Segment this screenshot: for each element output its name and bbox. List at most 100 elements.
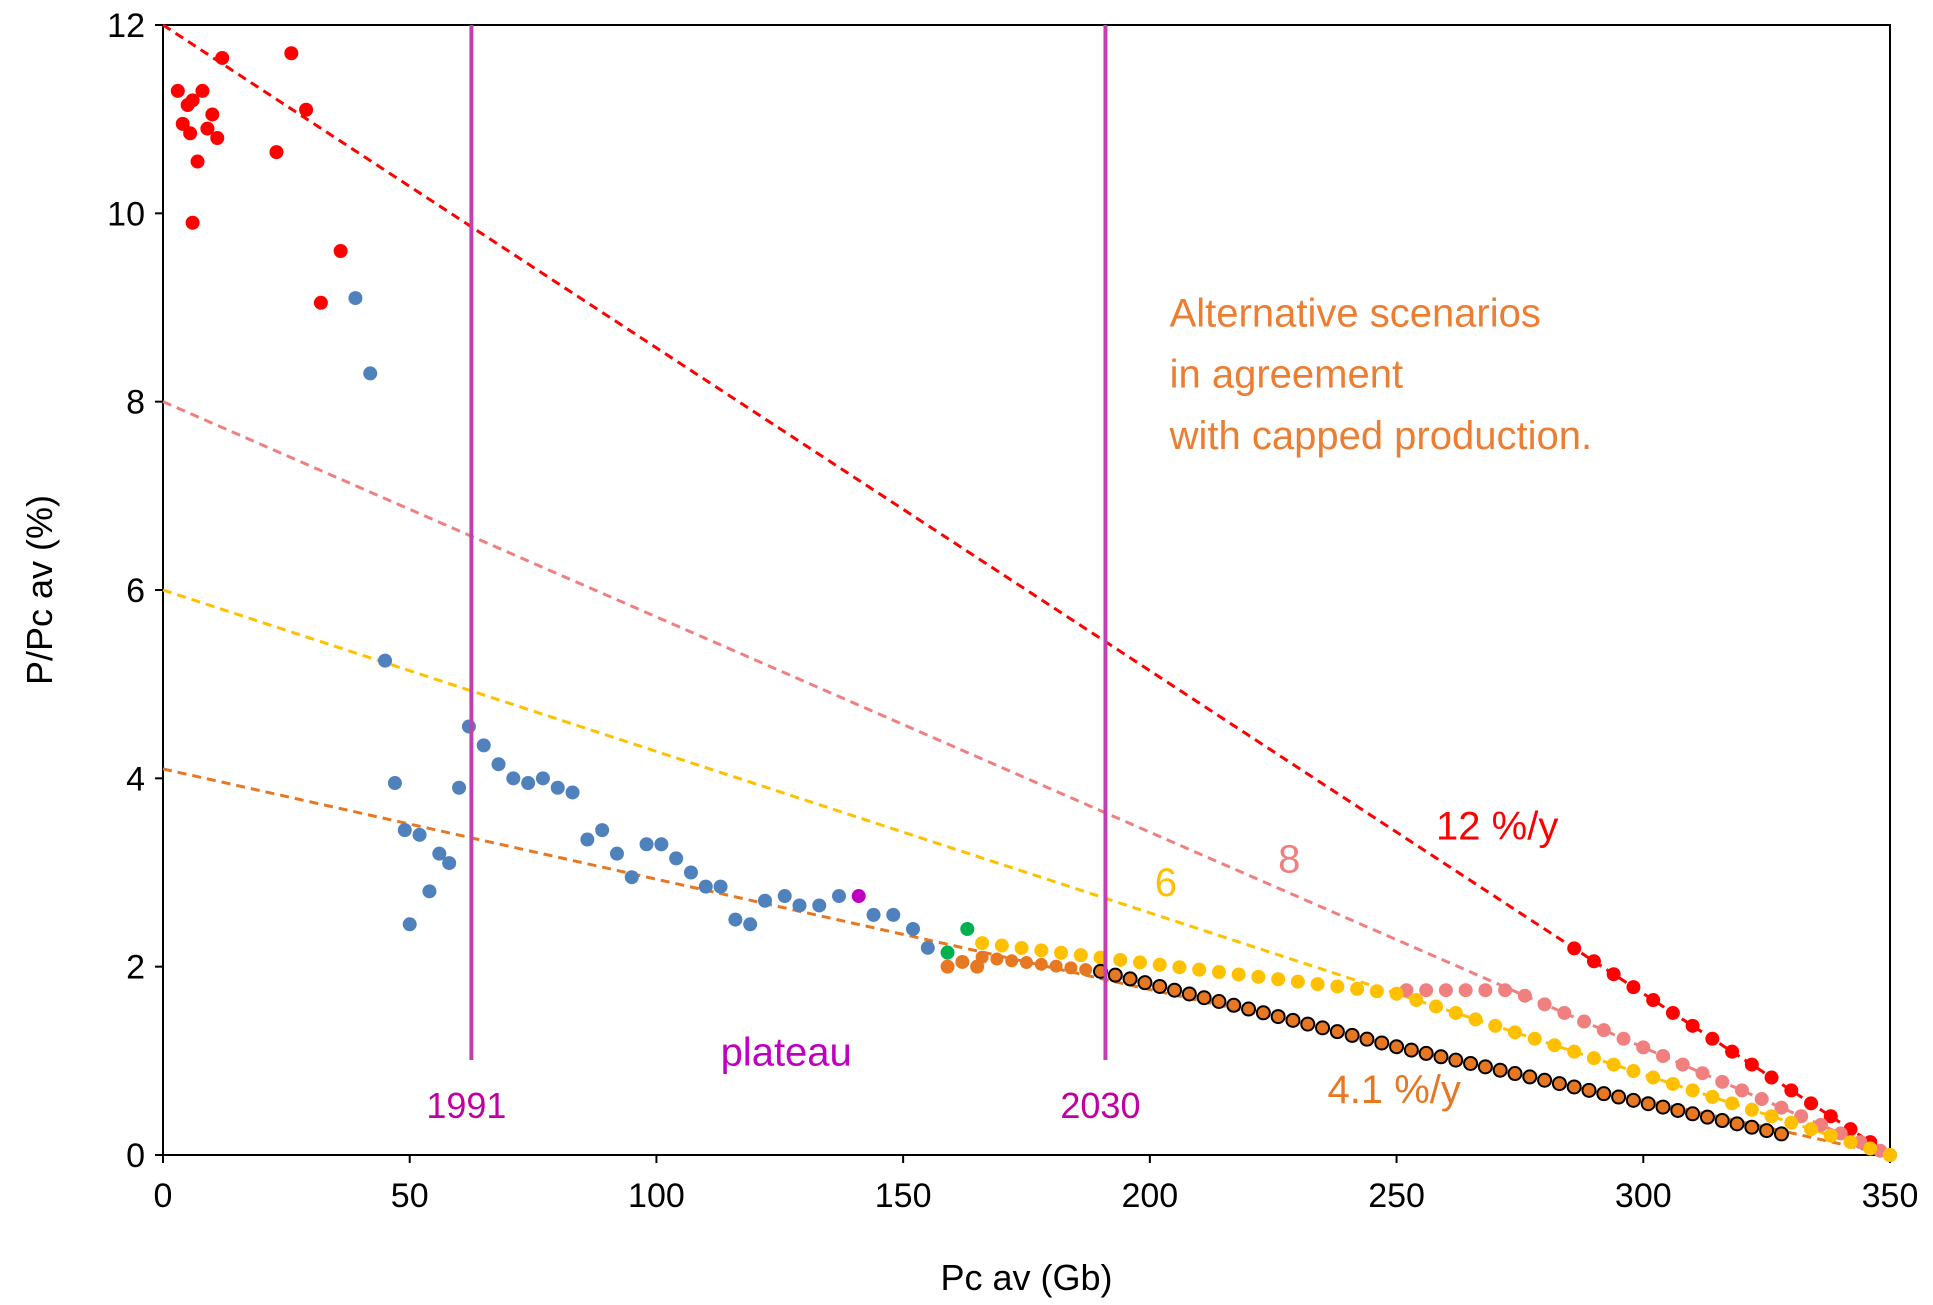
scenario-point — [1285, 1012, 1301, 1028]
data-point — [185, 215, 200, 230]
scenario-point — [1315, 1020, 1331, 1036]
scenario-point — [1300, 1016, 1316, 1032]
scenario-point — [1754, 1092, 1769, 1107]
scenario-point — [1122, 971, 1138, 987]
data-point — [654, 837, 669, 852]
data-point — [284, 46, 299, 61]
y-tick-label: 0 — [126, 1137, 145, 1175]
scenario-point — [1255, 1005, 1271, 1021]
data-point — [195, 83, 210, 98]
scenario-point — [1344, 1027, 1360, 1043]
scenario-point — [1729, 1116, 1745, 1132]
scenario-points — [975, 936, 1897, 1162]
scenario-point — [1863, 1141, 1878, 1156]
data-point — [378, 653, 393, 668]
scenario-point — [975, 936, 990, 951]
scenario-point — [1823, 1128, 1838, 1143]
y-tick-label: 10 — [107, 195, 145, 233]
scenario-point — [1448, 1005, 1463, 1020]
scenario-point — [1626, 980, 1641, 995]
scenario-point — [1196, 990, 1212, 1006]
scenario-point — [1685, 1083, 1700, 1098]
data-point — [491, 757, 506, 772]
scenario-point — [1389, 1039, 1405, 1055]
scenario-point — [1409, 993, 1424, 1008]
data-point — [940, 959, 955, 974]
scenario-point — [1843, 1135, 1858, 1150]
scenario-point — [1705, 1031, 1720, 1046]
scenario-point — [1655, 1099, 1671, 1115]
scenario-point — [1784, 1083, 1799, 1098]
scenario-point — [1290, 974, 1305, 989]
data-point — [535, 771, 550, 786]
x-tick-label: 50 — [391, 1177, 429, 1215]
data-point — [728, 912, 743, 927]
x-tick-label: 250 — [1368, 1177, 1425, 1215]
data-point — [363, 366, 378, 381]
scenario-point — [1670, 1102, 1686, 1118]
x-axis: 0 50 100 150 200 250 300 350 — [154, 1155, 1919, 1215]
scenario-point — [1557, 1005, 1572, 1020]
scenario-point — [1403, 1042, 1419, 1058]
scenario-point — [1231, 967, 1246, 982]
scenario-point — [1064, 961, 1078, 975]
data-point — [906, 922, 921, 936]
scenario-point — [1883, 1148, 1897, 1162]
data-point — [412, 827, 427, 842]
scenario-point — [1152, 957, 1167, 972]
scenarios-text-line2: in agreement — [1170, 353, 1403, 397]
data-point — [940, 945, 955, 960]
scenario-point — [1079, 963, 1093, 977]
x-axis-label: Pc av (Gb) — [940, 1257, 1112, 1298]
scenario-point — [1566, 1079, 1582, 1095]
data-point — [698, 879, 713, 894]
y-tick-label: 12 — [107, 7, 145, 45]
scenario-point — [1646, 993, 1661, 1008]
scenario-point — [1492, 1062, 1508, 1078]
scenario-point — [1507, 1025, 1522, 1040]
scenario-point — [1705, 1089, 1720, 1104]
scenario-point — [1478, 983, 1493, 998]
scenario-point — [1241, 1001, 1257, 1017]
y-tick-label: 4 — [126, 760, 145, 798]
data-point — [183, 126, 198, 141]
data-point — [200, 121, 215, 136]
data-point — [595, 823, 610, 838]
scenario-point — [994, 938, 1009, 953]
scenario-point — [1636, 1040, 1651, 1055]
scenario-point — [1626, 1064, 1641, 1079]
scenario-point — [1527, 1031, 1542, 1046]
data-point — [422, 884, 437, 899]
data-point — [432, 846, 447, 861]
scenario-point — [1330, 979, 1345, 994]
scenario-point — [1310, 977, 1325, 992]
scenario-line-label: 4.1 %/y — [1327, 1068, 1460, 1112]
scenario-point — [1270, 1009, 1286, 1025]
data-point — [866, 907, 881, 922]
x-tick-label: 350 — [1862, 1177, 1919, 1215]
scenario-point — [1625, 1092, 1641, 1108]
scenario-point — [1611, 1089, 1627, 1105]
data-point — [402, 917, 417, 932]
scenario-point — [1695, 1066, 1710, 1081]
scenario-point — [1577, 1014, 1592, 1029]
scenario-point — [1823, 1109, 1838, 1124]
scenario-line-label: 6 — [1155, 861, 1177, 905]
scenario-point — [1181, 986, 1197, 1002]
data-point — [886, 907, 901, 922]
scenario-point — [1586, 1051, 1601, 1066]
data-point — [580, 832, 595, 847]
scenario-point — [1596, 1023, 1611, 1038]
scenario-point — [1715, 1074, 1730, 1089]
data-point — [624, 870, 639, 885]
x-tick-label: 150 — [875, 1177, 932, 1215]
data-point — [185, 93, 200, 108]
scenario-point — [1537, 1072, 1553, 1088]
scenario-point — [1675, 1057, 1690, 1072]
data-point — [713, 879, 728, 894]
scenario-point — [1734, 1083, 1749, 1098]
scenarios-text-line1: Alternative scenarios — [1170, 291, 1541, 335]
data-point — [669, 851, 684, 866]
scenario-point — [1172, 960, 1187, 975]
scenario-point — [1551, 1076, 1567, 1092]
